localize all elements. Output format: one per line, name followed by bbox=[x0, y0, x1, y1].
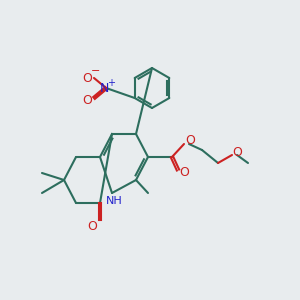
Text: O: O bbox=[232, 146, 242, 160]
Text: −: − bbox=[91, 66, 101, 76]
Text: O: O bbox=[87, 220, 97, 232]
Text: O: O bbox=[185, 134, 195, 148]
Text: +: + bbox=[107, 78, 115, 88]
Text: O: O bbox=[179, 166, 189, 178]
Text: N: N bbox=[99, 82, 109, 94]
Text: O: O bbox=[82, 94, 92, 107]
Text: O: O bbox=[82, 71, 92, 85]
Text: NH: NH bbox=[106, 196, 122, 206]
